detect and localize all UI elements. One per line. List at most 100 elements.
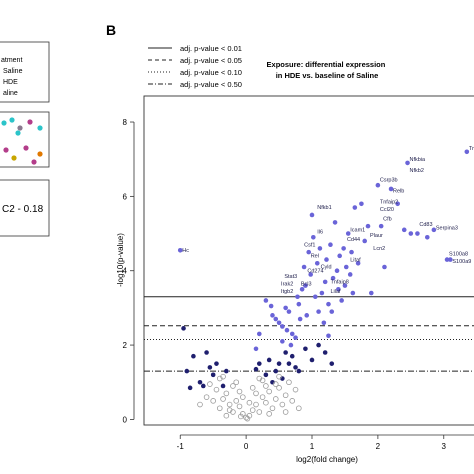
data-point-ns — [233, 398, 240, 404]
y-tick-label: 4 — [123, 267, 128, 276]
data-point-ns — [216, 405, 223, 412]
data-point-ns — [233, 379, 240, 386]
data-point-mid — [293, 365, 298, 370]
gene-label: Tnfaip8 — [330, 280, 348, 286]
data-point-sig — [332, 220, 338, 225]
data-point-mid — [289, 353, 295, 359]
gene-label: Lilaf — [330, 289, 341, 295]
data-point-sig — [297, 316, 303, 322]
gene-label: Cd83 — [419, 222, 432, 228]
gene-label: Cd274 — [307, 268, 323, 274]
gene-label: Cfb — [383, 216, 392, 222]
data-point-sig — [329, 309, 335, 314]
data-point-sig — [303, 283, 308, 288]
data-point-ns — [220, 396, 226, 402]
left-legend-line-2: Saline — [3, 68, 23, 75]
left-text-box-label: C2 - 0.18 — [2, 204, 44, 215]
left-legend-line-3: HDE — [3, 79, 18, 86]
data-point-sig — [448, 257, 453, 262]
data-point-sig — [368, 290, 374, 296]
chart-title: Exposure: differential expression in HDE… — [267, 60, 388, 80]
data-point-sig — [408, 231, 414, 236]
data-point-sig — [311, 234, 316, 240]
data-point-ns — [296, 405, 302, 412]
data-point-sig — [293, 335, 298, 340]
data-point-ns — [272, 381, 279, 387]
data-point-sig — [342, 283, 348, 288]
data-point-ns — [276, 385, 282, 391]
gene-label: S100a8 — [449, 252, 468, 258]
left-scatter-point — [31, 159, 37, 165]
data-point-sig — [177, 247, 183, 253]
data-point-sig — [321, 320, 327, 326]
data-point-sig — [301, 264, 307, 270]
data-point-sig — [395, 201, 400, 207]
data-point-sig — [299, 287, 305, 292]
data-point-sig — [355, 260, 361, 266]
data-point-sig — [296, 301, 302, 307]
data-point-ns — [279, 401, 286, 408]
gene-label: Csf1 — [304, 242, 315, 248]
data-point-mid — [224, 368, 229, 374]
gene-label: Relb — [393, 189, 404, 195]
legend-label-4: adj. p-value < 0.50 — [180, 80, 242, 89]
data-point-sig — [312, 294, 318, 300]
data-point-ns — [259, 377, 266, 384]
data-point-mid — [200, 383, 206, 389]
gene-label: Tnfaip2 — [380, 200, 398, 206]
threshold-lines — [144, 296, 474, 372]
gene-label: Lcn2 — [373, 246, 385, 252]
data-point-sig — [326, 333, 331, 339]
data-point-sig — [308, 272, 313, 277]
data-point-ns — [226, 401, 233, 408]
data-point-ns — [236, 388, 243, 395]
data-point-mid — [220, 383, 226, 389]
x-axis: -1 0 1 2 3 — [177, 434, 474, 451]
data-point-ns — [249, 385, 256, 391]
data-point-sig — [324, 257, 329, 262]
data-point-sig — [382, 264, 387, 270]
left-legend-line-4: aline — [3, 90, 18, 97]
data-point-sig — [349, 249, 354, 255]
gene-label: Cd44 — [347, 237, 360, 243]
data-point-sig — [330, 275, 336, 281]
data-point-sig — [375, 182, 381, 188]
data-point-mid — [197, 379, 203, 385]
data-point-ns — [286, 379, 292, 386]
data-point-ns — [236, 403, 243, 410]
gene-label: Il6 — [317, 229, 323, 235]
data-point-mid — [214, 361, 219, 366]
legend-label-1: adj. p-value < 0.01 — [180, 44, 242, 53]
threshold-legend: adj. p-value < 0.01 adj. p-value < 0.05 … — [148, 44, 242, 89]
left-scatter-points — [1, 117, 43, 165]
data-point-ns — [207, 381, 213, 387]
gene-label: Rel — [311, 254, 319, 260]
gene-labels: Hc Tnfaip3 Nfkbia Nfkb2 Csrp3b Relb Tnfaip2Ccl… — [182, 146, 474, 295]
data-point-sig — [362, 238, 368, 244]
data-point-mid — [316, 342, 321, 348]
data-point-mid — [286, 361, 292, 366]
data-point-ns — [226, 407, 233, 413]
data-point-mid — [207, 365, 213, 370]
gene-label: Hc — [182, 248, 189, 254]
data-point-sig — [284, 327, 290, 333]
data-point-ns — [276, 373, 282, 380]
left-text-box — [0, 179, 50, 237]
left-scatter-point — [23, 145, 29, 151]
legend-label-3: adj. p-value < 0.10 — [180, 68, 242, 77]
data-point-ns — [256, 375, 263, 382]
data-points — [177, 149, 470, 422]
y-tick-label: 2 — [123, 341, 128, 350]
x-axis-title: log2(fold change) — [296, 455, 358, 464]
x-tick-label: 1 — [310, 442, 315, 451]
data-point-sig — [309, 212, 315, 218]
data-point-ns — [266, 411, 272, 417]
data-point-sig — [444, 257, 450, 262]
left-legend-box — [0, 41, 50, 103]
data-point-sig — [280, 339, 285, 344]
data-point-mid — [309, 357, 315, 363]
plot-area — [143, 95, 474, 426]
data-point-ns — [292, 386, 299, 393]
gene-label: Nfkb1 — [317, 205, 331, 211]
